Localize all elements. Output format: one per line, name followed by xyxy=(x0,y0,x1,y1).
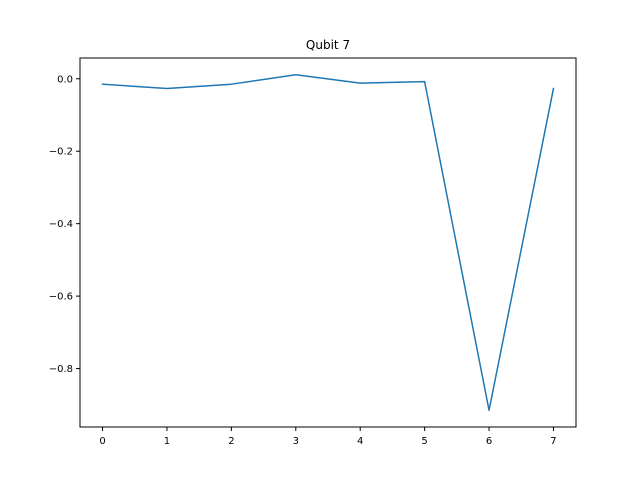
x-tick-label: 1 xyxy=(164,436,170,447)
x-axis-ticks: 0 1 2 3 4 5 6 7 xyxy=(99,427,557,447)
x-tick-label: 4 xyxy=(357,436,363,447)
x-tick-label: 2 xyxy=(228,436,234,447)
y-axis-ticks: 0.0 −0.2 −0.4 −0.6 −0.8 xyxy=(49,74,80,375)
x-tick-label: 5 xyxy=(421,436,427,447)
chart-title: Qubit 7 xyxy=(306,38,350,52)
x-tick-label: 6 xyxy=(486,436,492,447)
x-tick-label: 7 xyxy=(550,436,556,447)
y-tick-label: −0.8 xyxy=(49,364,73,375)
x-tick-label: 0 xyxy=(99,436,105,447)
y-tick-label: −0.4 xyxy=(49,219,73,230)
series-group xyxy=(101,74,555,411)
x-tick-label: 3 xyxy=(293,436,299,447)
y-tick-label: 0.0 xyxy=(57,74,73,85)
y-tick-label: −0.6 xyxy=(49,292,73,303)
plot-frame xyxy=(79,57,577,428)
y-tick-label: −0.2 xyxy=(49,147,73,158)
series-line xyxy=(101,74,555,411)
